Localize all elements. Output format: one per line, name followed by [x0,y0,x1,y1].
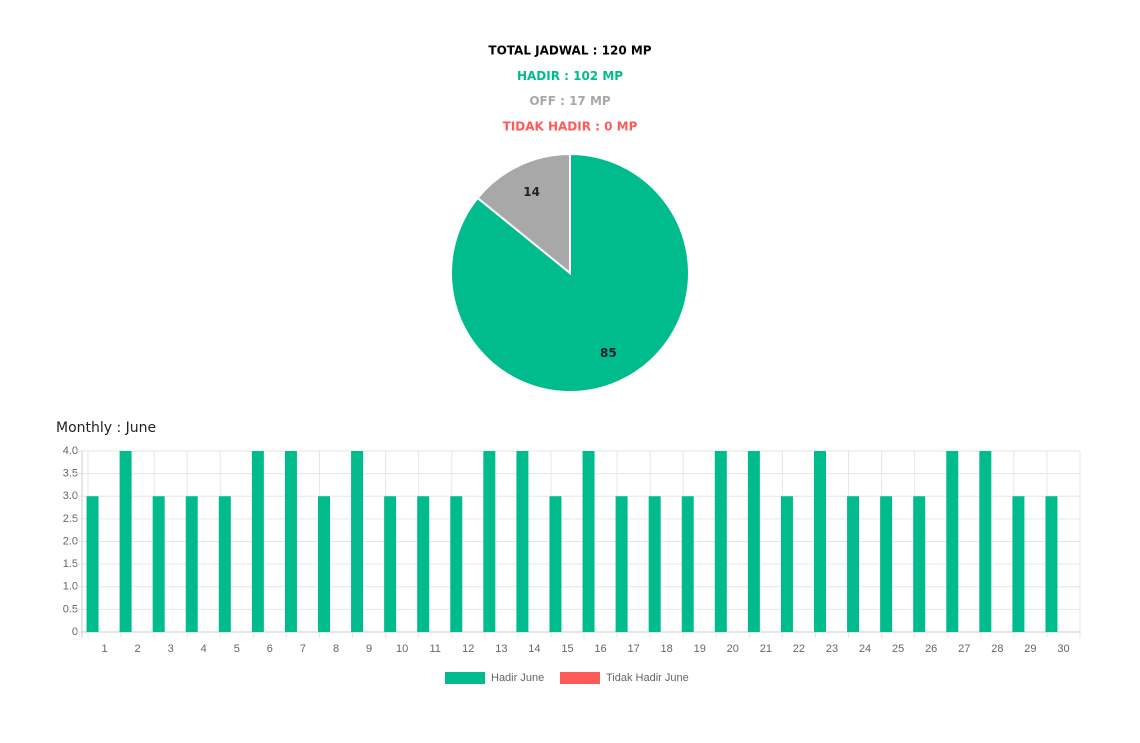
bar [483,451,496,632]
x-tick-label: 2 [135,643,141,655]
x-tick-label: 8 [333,643,339,655]
bar [979,451,992,632]
x-tick-label: 13 [495,643,507,655]
x-tick-label: 15 [561,643,573,655]
x-tick-label: 28 [991,643,1003,655]
slice-label: 14 [523,185,540,199]
x-tick-label: 9 [366,643,372,655]
bar [218,496,231,632]
x-tick-label: 16 [594,643,606,655]
y-tick-label: 2.0 [63,535,78,547]
x-tick-label: 23 [826,643,838,655]
summary-line: TOTAL JADWAL : 120 MP [488,44,651,58]
x-tick-label: 7 [300,643,306,655]
bar [351,451,364,632]
bar [747,451,760,632]
bar [880,496,893,632]
x-tick-label: 11 [429,643,440,655]
bar [1012,496,1025,632]
bar [847,496,860,632]
x-tick-label: 22 [793,643,805,655]
chart-title: Monthly : June [56,420,156,436]
x-tick-label: 24 [859,643,871,655]
legend-label: Hadir June [491,672,544,684]
bar [681,496,694,632]
x-tick-label: 25 [892,643,904,655]
x-tick-label: 19 [694,643,706,655]
pie-slice [476,152,571,276]
bar [152,496,165,632]
x-tick-label: 5 [234,643,240,655]
x-tick-label: 10 [396,643,408,655]
x-tick-label: 17 [627,643,639,655]
bar [1045,496,1058,632]
bar [615,496,628,632]
bar [251,451,264,632]
summary-line: OFF : 17 MP [529,94,611,108]
bar [780,496,793,632]
y-tick-label: 1.5 [63,558,78,570]
y-tick-label: 1.0 [63,581,78,593]
bar [549,496,562,632]
x-tick-label: 14 [528,643,540,655]
x-tick-label: 6 [267,643,273,655]
bar [185,496,198,632]
x-tick-label: 26 [925,643,937,655]
y-tick-label: 2.5 [63,513,78,525]
bar [714,451,727,632]
y-tick-label: 3.0 [63,490,78,502]
x-tick-label: 12 [462,643,474,655]
bar [582,451,595,632]
legend-swatch [445,672,485,684]
bar [284,451,297,632]
bar [516,451,529,632]
x-tick-label: 20 [727,643,739,655]
pie-slice [450,152,690,393]
legend-swatch [560,672,600,684]
y-tick-label: 0 [72,626,78,638]
x-tick-label: 27 [958,643,970,655]
x-tick-label: 4 [201,643,207,655]
bar [119,451,132,632]
bar [86,496,99,632]
x-tick-label: 18 [661,643,673,655]
y-tick-label: 3.5 [63,468,78,480]
bar [450,496,463,632]
bar [648,496,661,632]
x-tick-label: 29 [1024,643,1036,655]
x-tick-label: 3 [168,643,174,655]
summary-line: TIDAK HADIR : 0 MP [503,119,638,133]
y-tick-label: 0.5 [63,603,78,615]
legend-label: Tidak Hadir June [606,672,689,684]
x-tick-label: 1 [101,643,107,655]
x-tick-label: 21 [760,643,772,655]
bar [913,496,926,632]
slice-label: 85 [600,346,617,360]
bar [417,496,430,632]
bar [318,496,330,632]
summary-line: HADIR : 102 MP [517,69,623,83]
y-tick-label: 4.0 [63,445,78,457]
bar [814,451,826,632]
bar [946,451,959,632]
x-tick-label: 30 [1057,643,1069,655]
bar [384,496,397,632]
